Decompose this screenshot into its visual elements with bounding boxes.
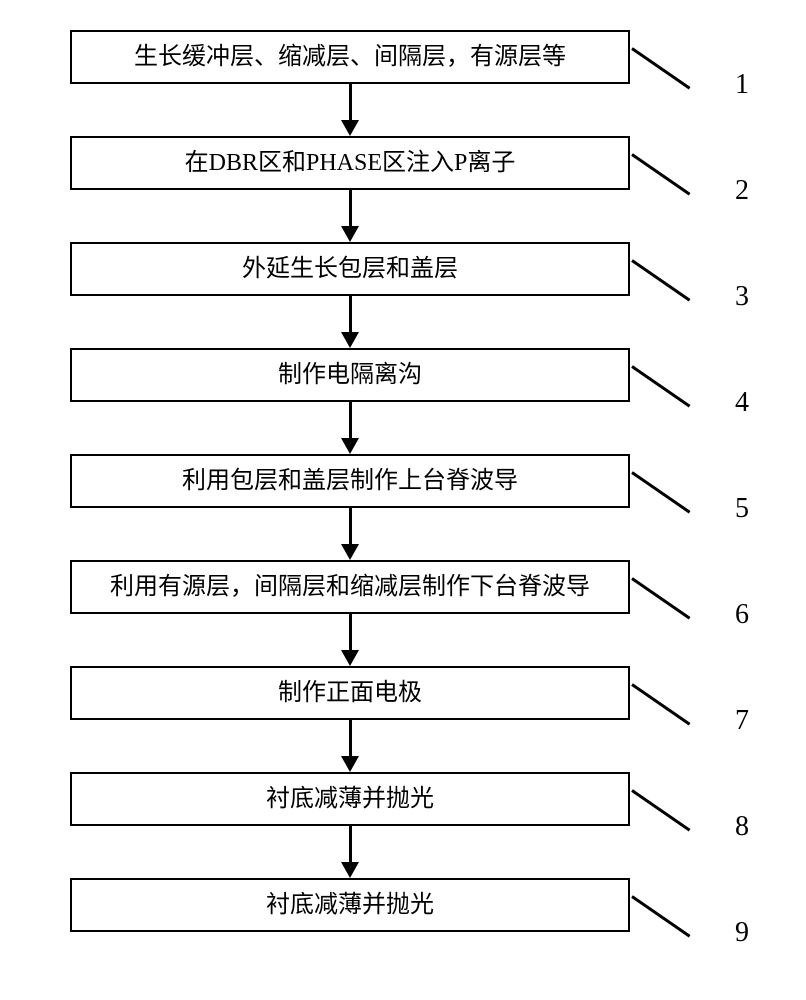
step-label: 生长缓冲层、缩减层、间隔层，有源层等 (134, 43, 566, 72)
arrow-stem-7 (349, 720, 352, 756)
step-number-9: 9 (735, 917, 749, 949)
step-number-3: 3 (735, 281, 749, 313)
step-number-8: 8 (735, 811, 749, 843)
arrow-head-4 (341, 438, 359, 454)
step-box-3: 外延生长包层和盖层 (70, 242, 630, 296)
callout-line-7 (631, 683, 691, 725)
step-label: 衬底减薄并抛光 (266, 891, 434, 920)
step-box-7: 制作正面电极 (70, 666, 630, 720)
arrow-head-5 (341, 544, 359, 560)
step-label: 在DBR区和PHASE区注入P离子 (185, 149, 516, 178)
step-label: 利用有源层，间隔层和缩减层制作下台脊波导 (110, 573, 590, 602)
step-label: 制作正面电极 (278, 679, 422, 708)
callout-line-5 (631, 471, 691, 513)
arrow-head-7 (341, 756, 359, 772)
arrow-stem-2 (349, 190, 352, 226)
callout-line-3 (631, 259, 691, 301)
arrow-head-8 (341, 862, 359, 878)
callout-line-6 (631, 577, 691, 619)
step-label: 外延生长包层和盖层 (242, 255, 458, 284)
step-box-9: 衬底减薄并抛光 (70, 878, 630, 932)
arrow-stem-3 (349, 296, 352, 332)
step-box-1: 生长缓冲层、缩减层、间隔层，有源层等 (70, 30, 630, 84)
step-label: 制作电隔离沟 (278, 361, 422, 390)
arrow-stem-4 (349, 402, 352, 438)
step-number-1: 1 (735, 69, 749, 101)
arrow-stem-5 (349, 508, 352, 544)
arrow-head-3 (341, 332, 359, 348)
step-label: 利用包层和盖层制作上台脊波导 (182, 467, 518, 496)
callout-line-4 (631, 365, 691, 407)
step-box-4: 制作电隔离沟 (70, 348, 630, 402)
step-number-2: 2 (735, 175, 749, 207)
arrow-head-2 (341, 226, 359, 242)
step-number-5: 5 (735, 493, 749, 525)
step-number-6: 6 (735, 599, 749, 631)
step-number-7: 7 (735, 705, 749, 737)
callout-line-1 (631, 47, 691, 89)
arrow-head-1 (341, 120, 359, 136)
arrow-stem-1 (349, 84, 352, 120)
callout-line-2 (631, 153, 691, 195)
step-box-6: 利用有源层，间隔层和缩减层制作下台脊波导 (70, 560, 630, 614)
step-box-8: 衬底减薄并抛光 (70, 772, 630, 826)
step-label: 衬底减薄并抛光 (266, 785, 434, 814)
flowchart-canvas: 生长缓冲层、缩减层、间隔层，有源层等 1 在DBR区和PHASE区注入P离子 2 外延生… (0, 0, 806, 1000)
step-number-4: 4 (735, 387, 749, 419)
arrow-head-6 (341, 650, 359, 666)
arrow-stem-8 (349, 826, 352, 862)
callout-line-9 (631, 895, 691, 937)
step-box-2: 在DBR区和PHASE区注入P离子 (70, 136, 630, 190)
step-box-5: 利用包层和盖层制作上台脊波导 (70, 454, 630, 508)
arrow-stem-6 (349, 614, 352, 650)
callout-line-8 (631, 789, 691, 831)
